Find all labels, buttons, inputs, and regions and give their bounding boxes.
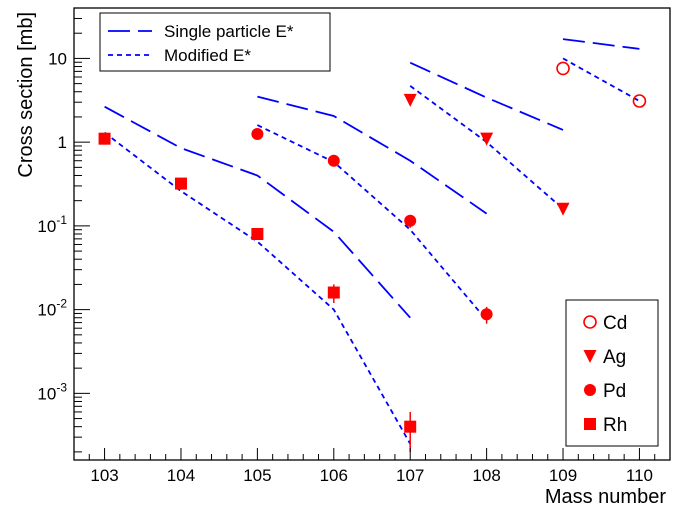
y-tick-base: 10 (37, 384, 56, 403)
single-particle-curve (104, 105, 411, 319)
y-tick-exponent: -3 (56, 380, 67, 394)
cd-point (556, 61, 570, 76)
ag-point (480, 132, 494, 146)
rh-point (251, 228, 264, 240)
x-tick-label: 109 (549, 466, 577, 485)
modified-curve (257, 124, 488, 321)
x-tick-label: 110 (626, 466, 653, 485)
x-axis-label: Mass number (545, 486, 666, 508)
rh-point (98, 132, 111, 145)
pd-point (251, 128, 264, 141)
x-tick-label: 108 (472, 466, 500, 485)
x-tick-label: 106 (320, 466, 348, 485)
marker-legend: Cd Ag Pd Rh (565, 299, 659, 447)
y-tick-exponent: -1 (56, 213, 67, 227)
modified-curve (104, 131, 411, 445)
rh-point (404, 420, 417, 433)
y-tick-base: 10 (37, 301, 56, 320)
y-tick-label: 1 (58, 133, 67, 152)
marker-legend-box (565, 299, 659, 447)
y-tick-label: 10-2 (37, 297, 67, 320)
pd-point (327, 154, 340, 167)
modified-curve (409, 85, 564, 210)
x-tick-label: 104 (167, 466, 195, 485)
y-tick-base: 10 (48, 49, 67, 68)
line-legend-box (99, 12, 331, 72)
y-tick-base: 1 (58, 133, 67, 152)
modified-curve (562, 57, 640, 102)
marker-legend-label: Rh (603, 415, 627, 436)
marker-legend-swatch (583, 315, 597, 329)
line-legend-label: Single particle E* (164, 22, 294, 41)
marker-legend-swatch (584, 418, 596, 430)
y-tick-label: 10-3 (37, 380, 67, 403)
marker-legend-label: Pd (603, 381, 626, 402)
y-tick-base: 10 (37, 217, 56, 236)
single-particle-curve (562, 38, 640, 50)
curves-layer (104, 38, 640, 445)
pd-point (404, 214, 417, 227)
x-tick-label: 107 (396, 466, 424, 485)
marker-legend-swatch (583, 350, 597, 363)
rh-point (174, 177, 187, 190)
line-legend: Single particle E* Modified E* (99, 12, 331, 72)
rh-point (327, 286, 340, 299)
single-particle-curve (409, 61, 564, 131)
y-tick-label: 10-1 (37, 213, 67, 236)
cd-point (632, 94, 647, 108)
ag-point (403, 93, 417, 107)
line-legend-label: Modified E* (164, 46, 251, 65)
single-particle-curve (257, 95, 488, 215)
x-tick-label: 103 (90, 466, 118, 485)
y-axis-label: Cross section [mb] (15, 12, 37, 178)
ag-point (556, 202, 570, 216)
pd-point (480, 308, 493, 321)
marker-legend-swatch (584, 384, 596, 396)
marker-legend-label: Ag (603, 347, 626, 368)
x-tick-label: 105 (243, 466, 271, 485)
markers-layer (98, 61, 647, 452)
y-tick-label: 10 (48, 49, 67, 68)
marker-legend-label: Cd (603, 313, 627, 334)
y-tick-exponent: -2 (56, 297, 67, 311)
